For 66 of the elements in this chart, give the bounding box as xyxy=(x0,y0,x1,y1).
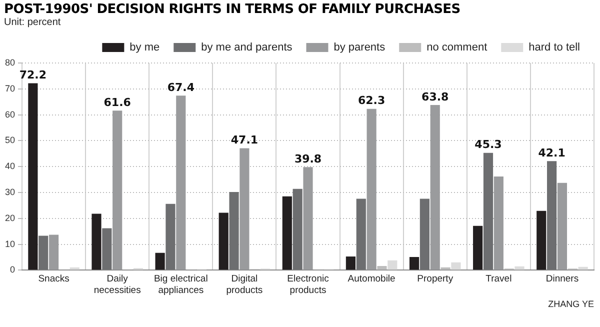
y-tick-label: 50 xyxy=(4,135,16,146)
bar xyxy=(483,152,494,270)
chart-title: POST-1990S' DECISION RIGHTS IN TERMS OF FAMILY PURCHASES xyxy=(4,2,462,17)
bar xyxy=(38,236,48,270)
bar xyxy=(514,266,524,270)
x-tick-label: Big electrical appliances xyxy=(154,274,208,296)
x-tick-label: Travel xyxy=(486,274,512,285)
data-label: 47.1 xyxy=(230,134,258,147)
legend-label: by me and parents xyxy=(201,42,293,54)
legend-label: no comment xyxy=(426,42,488,54)
legend-label: by me xyxy=(130,42,160,54)
bar xyxy=(377,266,387,270)
chart-subtitle: Unit: percent xyxy=(4,17,62,28)
text: ZHANG YE xyxy=(547,299,594,309)
legend-label: by parents xyxy=(334,42,386,54)
data-label: 42.1 xyxy=(538,146,566,160)
data-label: 39.8 xyxy=(294,152,322,166)
bar xyxy=(282,196,292,270)
bar xyxy=(240,148,250,270)
x-tick-label: Electronic products xyxy=(287,274,330,296)
x-tick-label: Daily necessities xyxy=(94,274,142,296)
bar xyxy=(292,188,302,270)
y-tick-label: 40 xyxy=(4,161,16,172)
bar xyxy=(176,96,186,270)
bar xyxy=(356,198,366,270)
bar xyxy=(48,234,59,270)
data-label: 72.2 xyxy=(19,68,47,82)
data-label: 63.8 xyxy=(422,90,449,104)
bar xyxy=(536,210,546,270)
bar xyxy=(102,228,112,270)
y-tick-label: 70 xyxy=(4,83,16,94)
y-tick-label: 80 xyxy=(4,57,16,68)
bar xyxy=(547,161,557,270)
bar xyxy=(366,108,376,270)
bar xyxy=(346,256,356,270)
bar xyxy=(409,256,420,270)
bar xyxy=(155,252,165,270)
bar xyxy=(28,83,38,270)
bar xyxy=(112,110,122,270)
bar xyxy=(229,192,239,270)
data-label: 61.6 xyxy=(104,96,132,110)
x-tick-label: Digital products xyxy=(226,274,263,296)
data-label: 45.3 xyxy=(474,138,502,152)
bar xyxy=(166,204,176,270)
x-tick-label: Snacks xyxy=(38,274,70,285)
bar xyxy=(303,167,313,270)
bar xyxy=(557,182,568,270)
bar xyxy=(92,214,102,270)
x-tick-label: Automobile xyxy=(348,274,396,285)
y-tick-label: 10 xyxy=(4,238,16,249)
y-tick-label: 0 xyxy=(10,264,16,275)
data-label: 62.3 xyxy=(358,94,386,108)
x-tick-label: Dinners xyxy=(546,274,579,285)
y-tick-label: 60 xyxy=(4,109,16,120)
bar xyxy=(218,212,228,270)
y-tick-label: 20 xyxy=(4,212,16,223)
bar xyxy=(420,198,430,270)
bar xyxy=(494,176,504,270)
data-label: 67.4 xyxy=(167,80,195,94)
bar xyxy=(451,262,461,270)
bar xyxy=(430,104,440,270)
y-tick-label: 30 xyxy=(4,186,16,197)
legend-label: hard to tell xyxy=(528,42,580,54)
bar xyxy=(473,226,483,270)
bar xyxy=(388,260,398,270)
x-tick-label: Property xyxy=(417,274,454,285)
